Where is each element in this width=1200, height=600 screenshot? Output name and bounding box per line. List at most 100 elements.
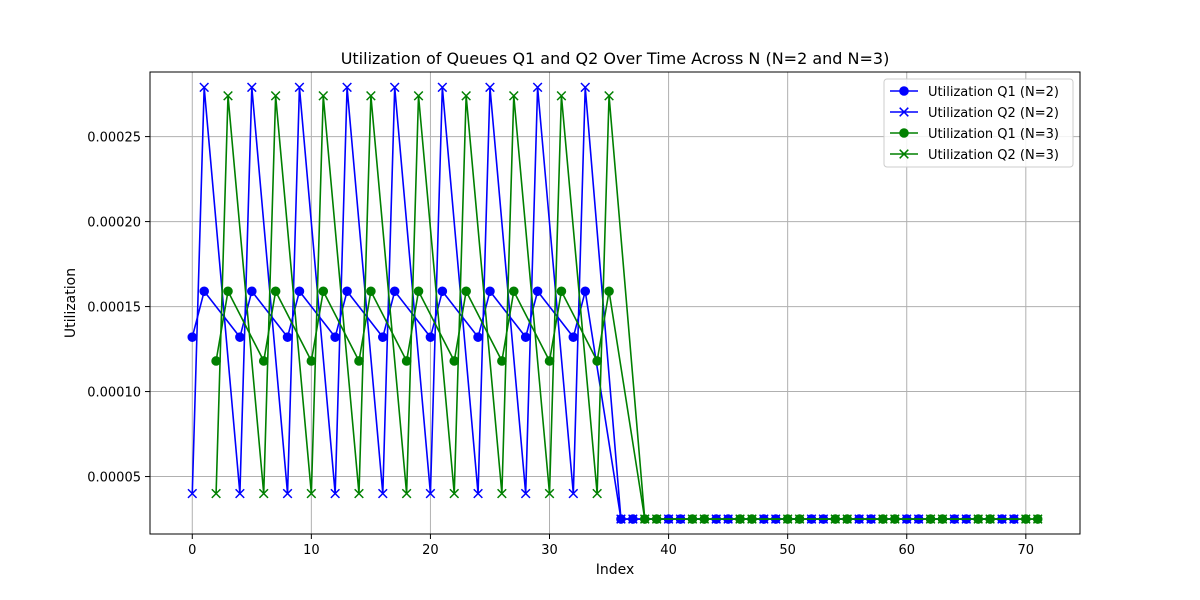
data-point <box>247 286 257 297</box>
data-point <box>497 488 507 499</box>
data-point <box>437 82 448 93</box>
data-point <box>830 514 841 524</box>
series-layer <box>187 82 1043 524</box>
data-point <box>377 332 388 342</box>
data-point <box>508 286 519 297</box>
legend-entry: Utilization Q2 (N=2) <box>890 106 1059 121</box>
data-point <box>568 488 579 499</box>
data-point <box>973 514 984 524</box>
chart-title: Utilization of Queues Q1 and Q2 Over Tim… <box>341 49 890 68</box>
y-tick-label: 0.00025 <box>87 131 141 146</box>
data-point <box>246 82 257 93</box>
data-point <box>413 286 424 297</box>
data-point <box>401 488 412 499</box>
data-point <box>782 514 793 524</box>
data-point <box>401 356 412 366</box>
data-point <box>556 286 567 297</box>
x-tick-label: 70 <box>1018 543 1035 558</box>
legend-entry: Utilization Q1 (N=3) <box>890 127 1059 142</box>
data-point <box>199 82 210 93</box>
legend-entry: Utilization Q2 (N=3) <box>890 148 1059 163</box>
data-point <box>890 514 900 524</box>
data-point <box>580 82 591 93</box>
x-axis-label: Index <box>596 562 635 578</box>
data-point <box>342 286 352 297</box>
x-tick-label: 10 <box>303 543 320 558</box>
legend-marker <box>899 128 909 138</box>
y-tick-label: 0.00020 <box>87 216 141 231</box>
legend: Utilization Q1 (N=2) Utilization Q2 (N=2)… <box>883 78 1074 168</box>
legend-label: Utilization Q1 (N=2) <box>928 85 1059 100</box>
legend-label: Utilization Q1 (N=3) <box>928 127 1059 142</box>
data-point <box>735 514 745 524</box>
data-point <box>580 286 591 297</box>
data-point <box>294 82 305 93</box>
data-point <box>473 488 483 499</box>
data-point <box>985 514 995 524</box>
data-point <box>461 286 471 297</box>
data-point <box>270 90 281 101</box>
data-point <box>306 488 317 499</box>
data-point <box>354 488 364 499</box>
data-point <box>842 514 853 524</box>
x-tick-label: 20 <box>422 543 439 558</box>
data-point <box>342 82 352 93</box>
legend-box <box>883 78 1074 168</box>
x-tick-label: 50 <box>779 543 796 558</box>
data-point <box>235 488 245 499</box>
data-point <box>687 514 698 524</box>
y-tick-label: 0.00010 <box>87 386 141 401</box>
data-point <box>1032 514 1043 524</box>
legend-entry: Utilization Q1 (N=2) <box>890 85 1059 100</box>
data-point <box>449 488 460 499</box>
data-point <box>187 332 198 342</box>
data-point <box>318 90 329 101</box>
data-point <box>330 332 340 342</box>
legend-marker <box>899 149 909 159</box>
legend-label: Utilization Q2 (N=3) <box>928 148 1059 163</box>
data-point <box>223 286 233 297</box>
data-point <box>568 332 579 342</box>
data-point <box>794 514 805 524</box>
data-point <box>258 488 269 499</box>
legend-marker <box>899 86 909 96</box>
data-point <box>294 286 305 297</box>
data-point <box>604 286 614 297</box>
data-point <box>532 82 543 93</box>
legend-marker <box>899 107 909 117</box>
data-point <box>497 356 507 366</box>
data-point <box>211 356 221 366</box>
data-point <box>508 90 519 101</box>
data-point <box>520 488 531 499</box>
data-point <box>425 332 436 342</box>
legend-label: Utilization Q2 (N=2) <box>928 106 1059 121</box>
data-point <box>282 488 293 499</box>
plot-frame <box>149 71 1081 535</box>
data-point <box>925 514 936 524</box>
data-point <box>377 488 388 499</box>
data-point <box>628 514 638 524</box>
data-point <box>532 286 543 297</box>
data-point <box>878 514 888 524</box>
data-point <box>699 514 710 524</box>
data-point <box>366 90 376 101</box>
data-point <box>639 514 650 524</box>
data-point <box>651 514 662 524</box>
data-point <box>937 514 948 524</box>
data-point <box>544 356 555 366</box>
data-point <box>1020 514 1031 524</box>
data-point <box>366 286 376 297</box>
data-point <box>485 82 495 93</box>
data-point <box>592 488 602 499</box>
x-tick-label: 60 <box>898 543 915 558</box>
data-point <box>413 90 424 101</box>
data-point <box>318 286 329 297</box>
data-point <box>425 488 436 499</box>
data-point <box>747 514 757 524</box>
data-point <box>223 90 233 101</box>
series-4 <box>211 90 1043 524</box>
data-point <box>258 356 269 366</box>
data-point <box>306 356 317 366</box>
data-point <box>437 286 448 297</box>
